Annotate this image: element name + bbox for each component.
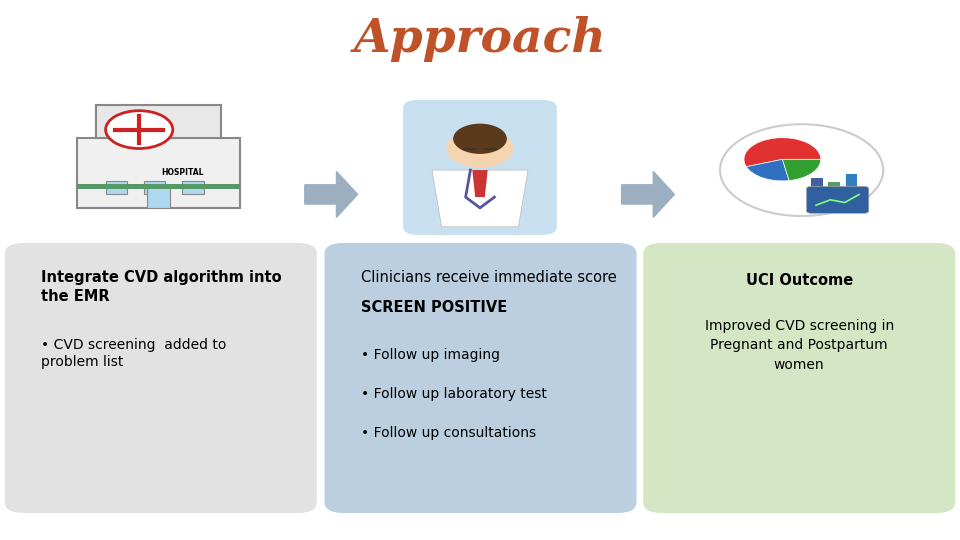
FancyBboxPatch shape xyxy=(106,181,127,194)
Text: • CVD screening  added to
problem list: • CVD screening added to problem list xyxy=(41,338,227,369)
Circle shape xyxy=(106,111,173,148)
FancyBboxPatch shape xyxy=(182,181,204,194)
Polygon shape xyxy=(622,172,674,217)
Text: HOSPITAL: HOSPITAL xyxy=(161,168,204,177)
FancyBboxPatch shape xyxy=(5,243,317,513)
Wedge shape xyxy=(744,138,821,167)
Text: SCREEN POSITIVE: SCREEN POSITIVE xyxy=(361,300,507,315)
Text: Integrate CVD algorithm into
the EMR: Integrate CVD algorithm into the EMR xyxy=(41,270,282,303)
FancyBboxPatch shape xyxy=(147,187,170,208)
Text: • Follow up imaging: • Follow up imaging xyxy=(361,348,500,362)
FancyBboxPatch shape xyxy=(643,243,955,513)
Text: • Follow up laboratory test: • Follow up laboratory test xyxy=(361,387,547,401)
FancyBboxPatch shape xyxy=(77,138,240,208)
FancyBboxPatch shape xyxy=(806,186,869,213)
Text: Clinicians receive immediate score: Clinicians receive immediate score xyxy=(361,270,616,285)
FancyBboxPatch shape xyxy=(96,105,221,138)
FancyBboxPatch shape xyxy=(828,182,840,192)
FancyBboxPatch shape xyxy=(324,243,636,513)
Polygon shape xyxy=(432,170,528,227)
Text: UCI Outcome: UCI Outcome xyxy=(746,273,852,288)
Circle shape xyxy=(453,124,507,154)
Wedge shape xyxy=(782,159,821,180)
FancyBboxPatch shape xyxy=(846,174,857,192)
Text: Improved CVD screening in
Pregnant and Postpartum
women: Improved CVD screening in Pregnant and P… xyxy=(705,319,894,372)
FancyBboxPatch shape xyxy=(811,178,823,192)
Circle shape xyxy=(446,130,514,167)
Polygon shape xyxy=(304,172,357,217)
Circle shape xyxy=(720,124,883,216)
FancyBboxPatch shape xyxy=(144,181,165,194)
Polygon shape xyxy=(77,184,240,189)
Polygon shape xyxy=(472,170,488,197)
Text: Approach: Approach xyxy=(353,16,607,62)
Wedge shape xyxy=(746,159,789,181)
FancyBboxPatch shape xyxy=(403,100,557,235)
Text: • Follow up consultations: • Follow up consultations xyxy=(361,426,536,440)
